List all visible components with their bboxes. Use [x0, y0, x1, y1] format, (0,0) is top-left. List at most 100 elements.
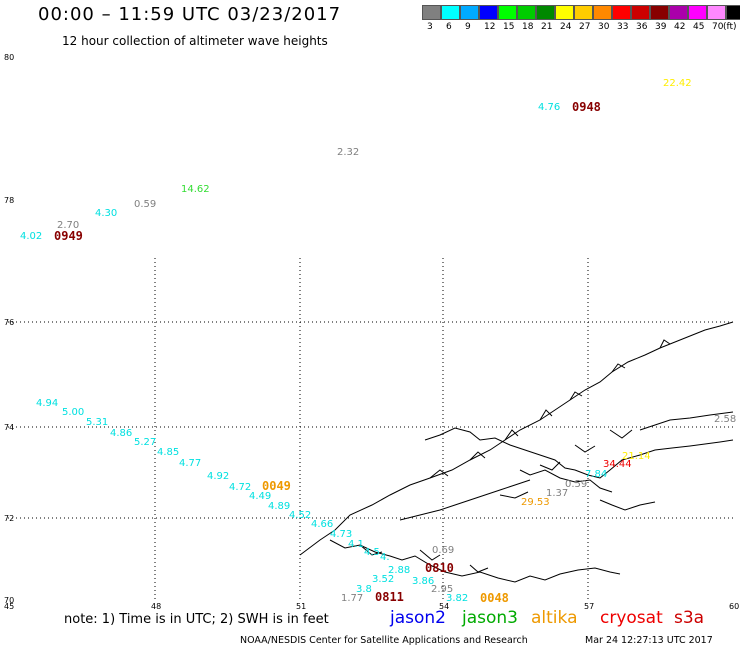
scale-label: 39	[655, 22, 667, 32]
pass-time-label: 0948	[572, 100, 601, 114]
latitude-label: 72	[4, 514, 14, 523]
wave-height-label: 3.82	[446, 593, 468, 604]
footer-note: note: 1) Time is in UTC; 2) SWH is in fe…	[64, 612, 329, 627]
latitude-label: 76	[4, 318, 14, 327]
wave-height-label: 2.95	[431, 584, 453, 595]
scale-bin: 24	[555, 5, 574, 35]
scale-bin: 12	[479, 5, 498, 35]
wave-height-label: 4.72	[229, 482, 251, 493]
legend-altika: altika	[531, 608, 578, 628]
wave-height-label: 1.77	[341, 593, 363, 604]
wave-height-label: 4.94	[36, 398, 58, 409]
wave-height-label: 1.37	[546, 488, 568, 499]
legend-cryosat: cryosat	[600, 608, 663, 628]
wave-height-label: 4.49	[249, 491, 271, 502]
scale-swatch	[612, 5, 631, 20]
scale-label: 27	[579, 22, 591, 32]
wave-height-label: 4.89	[268, 501, 290, 512]
scale-swatch	[669, 5, 688, 20]
wave-height-color-scale: 3 6 9 12 15 18 21 24 27 30 33 36 39 42 45 70	[422, 5, 740, 35]
scale-bin: 27	[574, 5, 593, 35]
legend-jason2: jason2	[390, 608, 446, 628]
longitude-label: 45	[4, 602, 14, 610]
latitude-label: 74	[4, 423, 14, 432]
scale-bin: 15	[498, 5, 517, 35]
scale-bin: 30	[593, 5, 612, 35]
wave-height-label: 2.58	[714, 414, 736, 425]
wave-height-label: 14.62	[181, 184, 210, 195]
scale-swatch	[574, 5, 593, 20]
credit-line: NOAA/NESDIS Center for Satellite Applica…	[240, 635, 528, 646]
pass-time-label: 0048	[480, 591, 509, 605]
wave-height-label: 4.92	[207, 471, 229, 482]
latitude-label: 80	[4, 53, 14, 62]
legend-s3a: s3a	[674, 608, 705, 628]
wave-height-label: 4.86	[110, 428, 132, 439]
wave-height-label: 4.30	[95, 208, 117, 219]
scale-label: 42	[674, 22, 686, 32]
wave-height-label: 3.8	[356, 584, 372, 595]
scale-swatch	[593, 5, 612, 20]
scale-swatch	[422, 5, 441, 20]
wave-height-label: 3.52	[372, 574, 394, 585]
scale-label: 36	[636, 22, 648, 32]
wave-height-label: 0.69	[432, 545, 454, 556]
scale-swatch	[555, 5, 574, 20]
scale-label: 3	[427, 22, 433, 32]
scale-label: 18	[522, 22, 534, 32]
legend-jason3: jason3	[462, 608, 518, 628]
scale-swatch	[479, 5, 498, 20]
scale-bin: 39	[650, 5, 669, 35]
scale-swatch	[726, 5, 740, 20]
wave-height-label: 4.5	[364, 547, 380, 558]
scale-label: 9	[465, 22, 471, 32]
wave-height-label: 4.	[380, 552, 390, 563]
generation-timestamp: Mar 24 12:27:13 UTC 2017	[585, 635, 713, 646]
wave-height-label: 0.59	[565, 479, 587, 490]
scale-label: 15	[503, 22, 515, 32]
page-subtitle: 12 hour collection of altimeter wave hei…	[62, 34, 328, 48]
scale-label: 33	[617, 22, 629, 32]
wave-height-label: 0.59	[134, 199, 156, 210]
scale-bin: 45	[688, 5, 707, 35]
wave-height-label: 2.88	[388, 565, 410, 576]
latitude-label: 70	[4, 596, 14, 605]
scale-swatch	[536, 5, 555, 20]
pass-time-label: 0049	[262, 479, 291, 493]
wave-height-label: 2.32	[337, 147, 359, 158]
wave-height-label: 29.53	[521, 497, 550, 508]
wave-height-label: 4.77	[179, 458, 201, 469]
longitude-label: 51	[296, 602, 306, 610]
latitude-labels: 80 78 76 74 72 70	[4, 53, 14, 605]
scale-unit-label: (ft)	[723, 22, 737, 32]
scale-bin: 21	[536, 5, 555, 35]
graticule	[8, 258, 733, 600]
wave-height-label: 34.44	[603, 459, 632, 470]
wave-height-label: 4.66	[311, 519, 333, 530]
wave-height-labels: 22.42 4.76 2.32 14.62 0.59 4.30 2.70 4.02 4.94 5.…	[20, 78, 736, 604]
latitude-label: 78	[4, 196, 14, 205]
wave-height-label: 21.14	[622, 451, 651, 462]
scale-label: 45	[693, 22, 705, 32]
scale-label: 30	[598, 22, 610, 32]
scale-swatch	[517, 5, 536, 20]
wave-height-label: 4.1	[348, 539, 364, 550]
altimeter-map: 80 78 76 74 72 70 45 48 51 54 57 60 22.42 4.76 2.32 1…	[4, 53, 739, 610]
scale-swatch	[707, 5, 726, 20]
scale-label: 12	[484, 22, 496, 32]
coastline	[299, 321, 734, 583]
wave-height-label: 4.02	[20, 231, 42, 242]
pass-time-label: 0811	[375, 590, 404, 604]
scale-bin: 9	[460, 5, 479, 35]
scale-bin: 36	[631, 5, 650, 35]
pass-time-labels: 0948 0949 0049 0810 0811 0048	[54, 100, 601, 605]
scale-label: 6	[446, 22, 452, 32]
scale-swatch	[650, 5, 669, 20]
scale-bin: 70	[707, 5, 726, 35]
scale-bin: 3	[422, 5, 441, 35]
longitude-label: 48	[151, 602, 161, 610]
wave-height-label: 7.84	[585, 469, 607, 480]
pass-time-label: 0949	[54, 229, 83, 243]
scale-swatch	[498, 5, 517, 20]
wave-height-label: 5.27	[134, 437, 156, 448]
